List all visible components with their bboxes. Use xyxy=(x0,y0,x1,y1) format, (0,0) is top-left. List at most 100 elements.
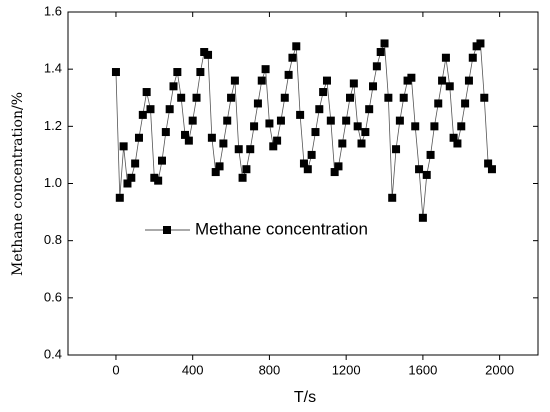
y-tick-label: 0.4 xyxy=(44,346,62,361)
point xyxy=(338,139,347,148)
legend-label: Methane concentration xyxy=(195,219,368,238)
point xyxy=(238,173,247,182)
point xyxy=(395,116,404,125)
point xyxy=(299,159,308,168)
y-tick-label: 0.8 xyxy=(44,232,62,247)
plot-frame xyxy=(67,11,539,356)
point xyxy=(361,128,370,137)
point xyxy=(184,136,193,145)
point xyxy=(453,139,462,148)
point xyxy=(265,119,274,128)
x-axis-label: T/s xyxy=(294,389,316,406)
point xyxy=(269,142,278,151)
point xyxy=(161,128,170,137)
point xyxy=(134,133,143,142)
point xyxy=(372,62,381,71)
point xyxy=(322,76,331,85)
point xyxy=(380,39,389,48)
legend-marker xyxy=(163,226,171,234)
point xyxy=(349,79,358,88)
point xyxy=(346,93,354,102)
point xyxy=(257,76,266,85)
point xyxy=(415,165,424,174)
point xyxy=(227,93,236,102)
point xyxy=(181,130,190,139)
point xyxy=(334,162,343,171)
point xyxy=(438,76,447,85)
y-axis-label: Methane concentration/% xyxy=(10,92,26,276)
point xyxy=(426,150,435,159)
point xyxy=(173,68,182,77)
point xyxy=(207,133,216,142)
point xyxy=(449,133,458,142)
point xyxy=(273,136,282,145)
point xyxy=(376,48,385,57)
point xyxy=(342,116,351,125)
point xyxy=(476,39,485,48)
point xyxy=(138,110,147,119)
point xyxy=(326,116,335,125)
point xyxy=(146,105,155,114)
point xyxy=(330,168,339,177)
point xyxy=(307,150,316,159)
point xyxy=(115,193,124,202)
point xyxy=(250,122,259,131)
point xyxy=(111,68,120,77)
point xyxy=(384,93,393,102)
point xyxy=(441,53,450,62)
x-tick-label: 2000 xyxy=(485,362,514,377)
point xyxy=(445,82,454,91)
point xyxy=(461,99,470,108)
point xyxy=(434,99,443,108)
point xyxy=(119,142,128,151)
point xyxy=(188,116,197,125)
point xyxy=(215,162,224,171)
point xyxy=(422,170,431,179)
point xyxy=(219,139,228,148)
point xyxy=(319,88,328,97)
point xyxy=(288,53,297,62)
point xyxy=(369,82,378,91)
point xyxy=(165,105,174,114)
y-tick-label: 1.6 xyxy=(44,3,62,18)
point xyxy=(407,73,416,82)
point xyxy=(292,42,301,51)
point xyxy=(158,156,166,165)
y-tick-label: 1.0 xyxy=(44,175,62,190)
point xyxy=(480,93,489,102)
point xyxy=(242,165,251,174)
point xyxy=(411,122,420,131)
point xyxy=(192,93,201,102)
y-tick-label: 1.2 xyxy=(44,118,62,133)
x-tick-label: 1200 xyxy=(332,362,361,377)
x-tick-label: 1600 xyxy=(408,362,437,377)
point xyxy=(418,213,427,222)
point xyxy=(230,76,239,85)
point xyxy=(127,173,136,182)
point xyxy=(142,88,151,97)
point xyxy=(468,53,477,62)
point xyxy=(253,99,262,108)
point xyxy=(303,165,312,174)
point xyxy=(365,105,374,114)
point xyxy=(315,105,324,114)
point xyxy=(284,70,293,79)
point xyxy=(196,68,205,77)
point xyxy=(131,159,140,168)
point xyxy=(154,176,163,185)
series-line xyxy=(115,42,493,218)
point xyxy=(296,110,305,119)
point xyxy=(392,145,401,154)
point xyxy=(261,65,270,74)
point xyxy=(123,179,132,188)
point xyxy=(357,139,366,148)
y-tick-label: 1.4 xyxy=(44,61,62,76)
point xyxy=(169,82,178,91)
point xyxy=(234,145,243,154)
point xyxy=(280,93,289,102)
point xyxy=(223,116,232,125)
y-tick-label: 0.6 xyxy=(44,289,62,304)
point xyxy=(464,76,473,85)
point xyxy=(353,122,362,131)
